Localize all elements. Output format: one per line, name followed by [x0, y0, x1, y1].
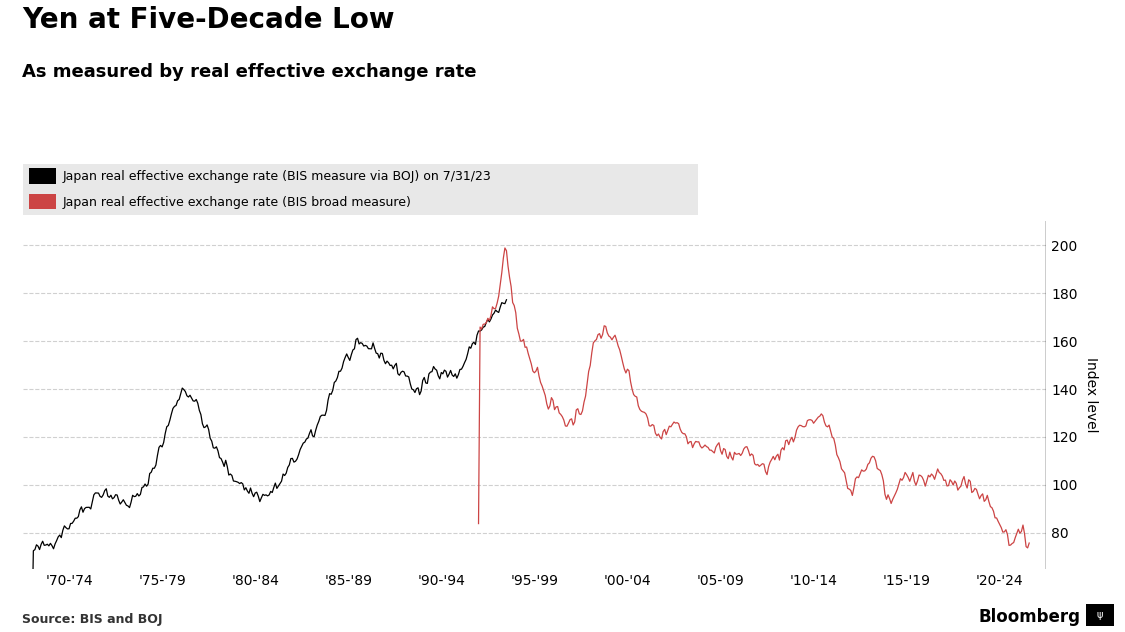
Text: Bloomberg: Bloomberg	[979, 608, 1081, 626]
Text: Japan real effective exchange rate (BIS measure via BOJ) on 7/31/23: Japan real effective exchange rate (BIS …	[63, 171, 492, 183]
Text: Source: BIS and BOJ: Source: BIS and BOJ	[22, 612, 163, 626]
Bar	[29, 168, 56, 183]
Text: ψ: ψ	[1097, 610, 1102, 619]
Y-axis label: Index level: Index level	[1084, 357, 1098, 433]
Text: Yen at Five-Decade Low: Yen at Five-Decade Low	[22, 6, 395, 34]
Text: As measured by real effective exchange rate: As measured by real effective exchange r…	[22, 63, 477, 81]
Bar	[29, 193, 56, 209]
Text: Japan real effective exchange rate (BIS broad measure): Japan real effective exchange rate (BIS …	[63, 196, 412, 209]
